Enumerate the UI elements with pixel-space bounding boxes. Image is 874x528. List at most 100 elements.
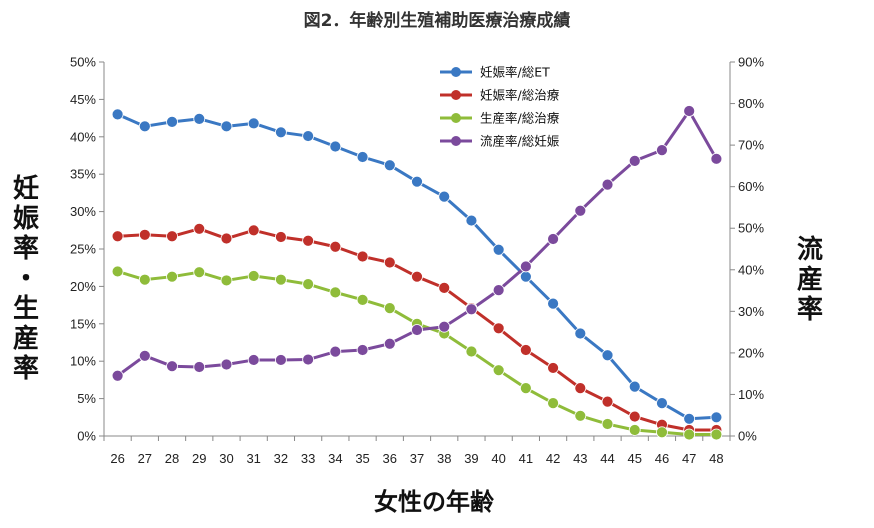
- series-line-3: [117, 270, 717, 436]
- data-point-s1: [656, 397, 668, 409]
- data-point-s2: [628, 410, 641, 423]
- data-point-s1: [356, 151, 369, 163]
- y-right-tick-label: 70%: [738, 138, 764, 153]
- axis-title-char: 産: [13, 323, 39, 354]
- axis-title-char: 率: [13, 353, 39, 384]
- data-point-s2: [275, 231, 287, 243]
- x-tick-label: 37: [410, 451, 424, 466]
- data-point-s4: [519, 260, 532, 273]
- legend-label: 妊娠率/総ET: [480, 65, 550, 80]
- data-point-s4: [601, 178, 614, 191]
- y-left-tick-label: 35%: [70, 167, 96, 182]
- y-right-tick-label: 50%: [738, 221, 764, 236]
- x-tick-label: 33: [301, 451, 315, 466]
- series-line-4: [116, 109, 718, 377]
- data-point-s4: [275, 354, 287, 366]
- data-point-s4: [302, 353, 315, 366]
- data-point-s3: [492, 364, 505, 377]
- y-right-tick-label: 10%: [738, 387, 764, 402]
- legend-label: 流産率/総妊娠: [480, 134, 560, 149]
- data-point-s2: [111, 230, 124, 243]
- x-tick-label: 46: [655, 451, 669, 466]
- data-point-s1: [628, 380, 641, 393]
- data-point-s3: [656, 426, 668, 439]
- axis-title-char: 率: [797, 294, 823, 325]
- y-left-tick-label: 25%: [70, 242, 96, 257]
- x-tick-label: 47: [682, 451, 696, 466]
- data-point-s3: [465, 345, 478, 358]
- data-point-s2: [356, 250, 369, 263]
- data-point-s4: [383, 337, 396, 350]
- y-right-tick-label: 60%: [738, 179, 764, 194]
- data-point-s4: [166, 360, 178, 373]
- x-tick-label: 31: [246, 451, 260, 466]
- y-right-tick-label: 20%: [738, 345, 764, 360]
- data-point-s1: [111, 108, 124, 121]
- data-point-s2: [220, 232, 233, 245]
- data-point-s1: [275, 126, 287, 139]
- y-right-tick-label: 90%: [738, 55, 764, 70]
- axis-title-char: 産: [797, 264, 823, 295]
- series-points: [111, 105, 723, 441]
- data-point-s3: [193, 266, 206, 279]
- data-point-s4: [683, 105, 696, 117]
- data-point-s1: [465, 214, 478, 227]
- y-right-tick-label: 30%: [738, 304, 764, 319]
- y-left-tick-label: 15%: [70, 316, 96, 331]
- x-tick-label: 36: [383, 451, 397, 466]
- data-point-s2: [574, 382, 587, 395]
- y-left-tick-label: 45%: [70, 92, 96, 107]
- data-point-s4: [356, 344, 369, 356]
- data-point-s3: [574, 409, 587, 422]
- data-point-s4: [465, 303, 478, 316]
- data-point-s1: [492, 243, 505, 256]
- axis-title-char: 流: [797, 235, 823, 265]
- axis-title-char: ・: [13, 264, 39, 294]
- y-right-tick-label: 40%: [738, 262, 764, 277]
- data-point-s1: [193, 112, 206, 125]
- data-point-s4: [547, 233, 559, 245]
- x-tick-label: 27: [138, 451, 152, 466]
- data-point-s3: [220, 274, 233, 287]
- data-point-s1: [411, 175, 423, 188]
- data-point-s4: [710, 152, 723, 165]
- data-point-s3: [628, 424, 641, 436]
- data-point-s4: [411, 324, 423, 336]
- data-point-s1: [220, 120, 233, 133]
- data-point-s1: [574, 327, 587, 340]
- y-left-tick-label: 0%: [77, 429, 96, 444]
- x-tick-label: 28: [165, 451, 179, 466]
- x-tick-label: 30: [219, 451, 233, 466]
- y-left-tick-label: 10%: [70, 354, 96, 369]
- data-point-s3: [683, 428, 696, 441]
- data-point-s1: [329, 140, 342, 153]
- series-line-1: [117, 112, 717, 421]
- data-point-s1: [166, 115, 178, 128]
- data-point-s3: [383, 302, 396, 314]
- y-right-tick-label: 80%: [738, 96, 764, 111]
- data-point-s1: [519, 270, 532, 283]
- data-point-s4: [574, 204, 587, 217]
- data-point-s1: [247, 117, 260, 130]
- y-axis-title-left: 妊娠率・生産率: [13, 174, 39, 384]
- x-tick-label: 26: [110, 451, 124, 466]
- data-point-s2: [247, 224, 260, 237]
- data-point-s3: [275, 273, 287, 286]
- axis-title-char: 生: [13, 294, 39, 324]
- data-point-s2: [519, 344, 532, 356]
- axis-title-char: 率: [13, 233, 39, 264]
- chart-title: 図2．年齢別生殖補助医療治療成績: [304, 10, 571, 31]
- x-tick-label: 34: [328, 451, 342, 466]
- data-point-s1: [547, 297, 559, 310]
- data-point-s3: [111, 265, 124, 278]
- x-tick-label: 32: [274, 451, 288, 466]
- data-point-s2: [193, 222, 206, 235]
- data-point-s3: [547, 397, 559, 409]
- data-point-s1: [138, 120, 151, 133]
- x-tick-label: 41: [519, 451, 533, 466]
- data-point-s4: [628, 155, 641, 167]
- data-point-s1: [383, 159, 396, 172]
- data-point-s2: [329, 240, 342, 253]
- x-tick-label: 38: [437, 451, 451, 466]
